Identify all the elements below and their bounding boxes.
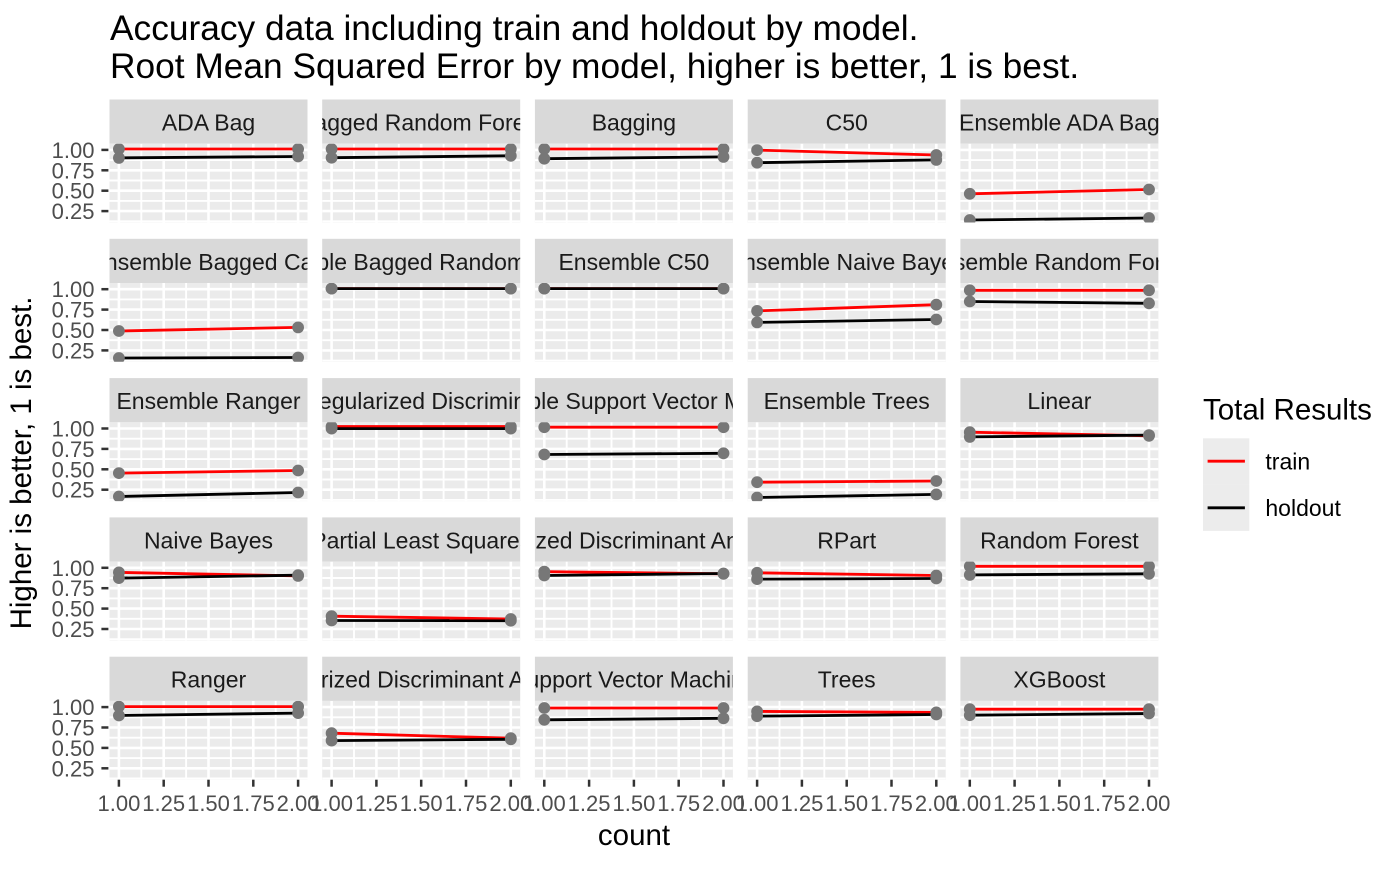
svg-text:1.00: 1.00 [523,791,566,816]
svg-text:train: train [1265,449,1310,475]
svg-text:Random Forest: Random Forest [980,527,1139,553]
svg-text:0.25: 0.25 [52,338,95,363]
svg-text:holdout: holdout [1265,495,1341,521]
svg-text:1.50: 1.50 [612,791,655,816]
svg-text:1.25: 1.25 [993,791,1036,816]
svg-text:XGBoost: XGBoost [1013,667,1106,693]
svg-text:1.25: 1.25 [142,791,185,816]
svg-text:Ensemble C50: Ensemble C50 [558,249,709,275]
svg-text:1.50: 1.50 [825,791,868,816]
svg-text:Ensemble ADA Bag: Ensemble ADA Bag [959,110,1160,136]
svg-text:0.25: 0.25 [52,617,95,642]
svg-text:RPart: RPart [817,527,876,553]
svg-text:Bagging: Bagging [592,110,676,136]
svg-text:1.25: 1.25 [568,791,611,816]
svg-text:Ensemble Naive Bayes: Ensemble Naive Bayes [728,249,966,275]
svg-text:Ensemble Bagged Cart: Ensemble Bagged Cart [90,249,328,275]
svg-text:Naive Bayes: Naive Bayes [144,527,273,553]
svg-text:1.75: 1.75 [232,791,275,816]
svg-text:1.75: 1.75 [1083,791,1126,816]
svg-text:0.25: 0.25 [52,478,95,503]
svg-text:0.25: 0.25 [52,199,95,224]
svg-text:1.00: 1.00 [310,791,353,816]
svg-text:Ranger: Ranger [171,667,247,693]
svg-text:Linear: Linear [1027,388,1091,414]
svg-text:0.25: 0.25 [52,756,95,781]
svg-text:1.75: 1.75 [870,791,913,816]
svg-text:1.25: 1.25 [780,791,823,816]
svg-text:Ensemble Trees: Ensemble Trees [764,388,930,414]
svg-text:1.00: 1.00 [97,791,140,816]
svg-text:Partial Least Squares: Partial Least Squares [311,527,531,553]
svg-text:Bagged Random Forest: Bagged Random Forest [299,110,544,136]
svg-text:Higher is better, 1 is best.: Higher is better, 1 is best. [5,297,38,630]
svg-text:1.75: 1.75 [657,791,700,816]
svg-text:ADA Bag: ADA Bag [162,110,255,136]
svg-text:1.50: 1.50 [1038,791,1081,816]
svg-text:Support Vector Machine: Support Vector Machine [511,667,756,693]
svg-text:1.00: 1.00 [948,791,991,816]
svg-text:Ensemble Random Forest: Ensemble Random Forest [926,249,1194,275]
svg-text:Accuracy data including train: Accuracy data including train and holdou… [110,9,918,48]
svg-text:count: count [598,819,670,852]
svg-text:2.00: 2.00 [1128,791,1171,816]
svg-text:Root Mean Squared Error by mod: Root Mean Squared Error by model, higher… [110,47,1079,86]
svg-text:C50: C50 [826,110,868,136]
svg-text:Total Results: Total Results [1203,393,1372,426]
svg-text:Ensemble Ranger: Ensemble Ranger [116,388,300,414]
svg-text:1.50: 1.50 [400,791,443,816]
svg-text:1.00: 1.00 [736,791,779,816]
svg-text:Trees: Trees [818,667,876,693]
svg-text:1.25: 1.25 [355,791,398,816]
svg-text:1.50: 1.50 [187,791,230,816]
svg-text:1.75: 1.75 [445,791,488,816]
